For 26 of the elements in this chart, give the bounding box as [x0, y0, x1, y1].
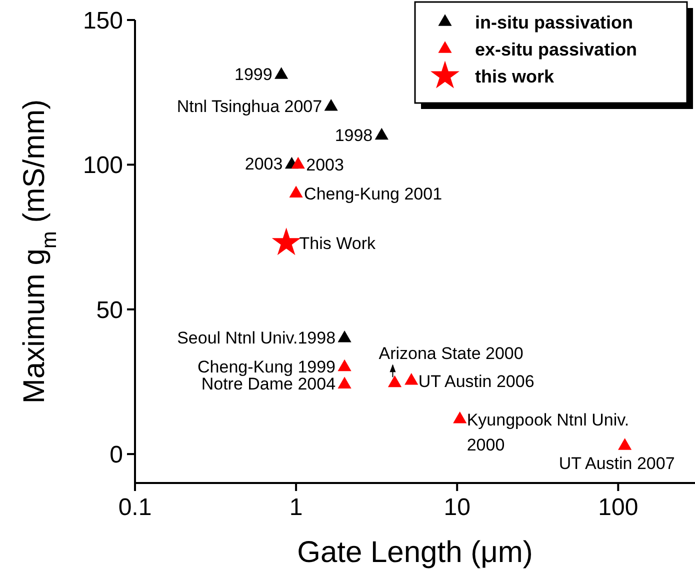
annotation: 2003 [244, 154, 283, 174]
annotation: Cheng-Kung 2001 [304, 184, 442, 204]
y-tick-label: 150 [82, 7, 123, 34]
annotation: UT Austin 2006 [418, 372, 534, 391]
annotation: Ntnl Tsinghua 2007 [176, 96, 322, 116]
annotation: Cheng-Kung 1999 [198, 357, 336, 376]
annotation: 1998 [334, 126, 373, 145]
y-tick-label: 0 [110, 441, 123, 468]
annotation: Kyungpook Ntnl Univ. 2000 [466, 410, 630, 454]
x-tick-label: 1 [289, 494, 303, 521]
annotation: Arizona State 2000 [378, 344, 524, 364]
legend-label: this work [475, 66, 556, 86]
y-tick-label: 100 [82, 152, 123, 180]
x-tick-label: 100 [598, 494, 638, 521]
annotation: 1999 [234, 64, 272, 84]
annotation: Seoul Ntnl Univ.1998 [177, 328, 336, 348]
x-tick-label: 0.1 [118, 494, 152, 521]
x-axis-title: Gate Length (μm) [297, 536, 533, 569]
annotation: UT Austin 2007 [558, 454, 675, 473]
x-tick-label: 10 [444, 494, 470, 521]
annotation: This Work [299, 234, 376, 253]
legend-label: in-situ passivation [475, 12, 634, 32]
legend-label: ex-situ passivation [475, 39, 638, 60]
annotation: Notre Dame 2004 [201, 374, 336, 394]
y-tick-label: 50 [96, 296, 123, 324]
annotation: 2003 [306, 156, 344, 175]
